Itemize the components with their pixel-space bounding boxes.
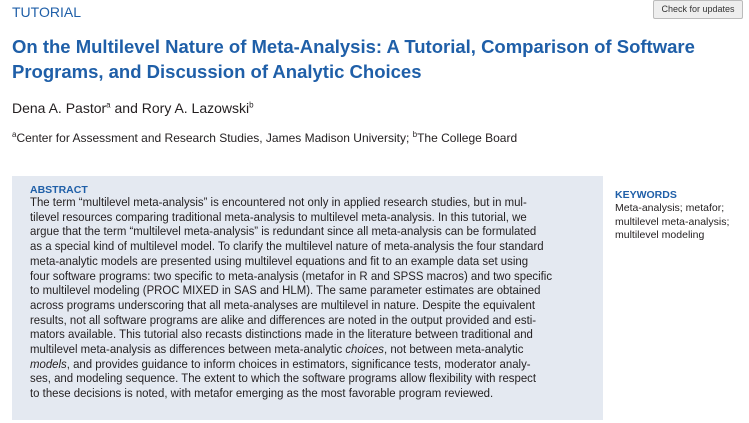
affiliation-mark: a xyxy=(12,130,17,139)
keywords: Meta-analysis; metafor; multilevel meta-a… xyxy=(615,202,729,243)
abstract-line: as a special kind of multilevel model. T… xyxy=(30,239,552,254)
abstract-text-segment: , and provides guidance to inform choice… xyxy=(66,356,531,371)
abstract-text-segment: to multilevel modeling (PROC MIXED in SA… xyxy=(30,283,541,298)
abstract-line: to multilevel modeling (PROC MIXED in SA… xyxy=(30,283,552,298)
affiliation-text: Center for Assessment and Research Studi… xyxy=(16,131,410,145)
abstract-line: results, not all software programs are a… xyxy=(30,313,552,328)
keywords-heading: KEYWORDS xyxy=(615,189,677,201)
abstract-line: models, and provides guidance to inform … xyxy=(30,357,552,372)
abstract-heading: ABSTRACT xyxy=(30,184,88,196)
author-mark: b xyxy=(249,100,254,110)
section-label: TUTORIAL xyxy=(12,4,81,20)
keyword-line: multilevel meta-analysis; xyxy=(615,215,730,228)
author-joiner: and xyxy=(114,100,138,116)
abstract-text-segment: argue that the term “multilevel meta-ana… xyxy=(30,224,537,239)
abstract-text-segment: across programs underscoring that all me… xyxy=(30,297,536,312)
abstract-text-segment: to these decisions is noted, with metafo… xyxy=(30,386,494,401)
title-line: On the Multilevel Nature of Meta-Analysi… xyxy=(12,36,695,57)
abstract-line: to these decisions is noted, with metafo… xyxy=(30,386,552,401)
abstract-text-segment: ses, and modeling sequence. The extent t… xyxy=(30,371,537,386)
abstract-text-segment: multilevel meta-analysis as differences … xyxy=(30,342,346,357)
abstract-line: four software programs: two specific to … xyxy=(30,269,552,284)
abstract-text-segment: meta-analytic models are presented using… xyxy=(30,253,529,268)
abstract-line: mators available. This tutorial also rec… xyxy=(30,327,552,342)
author-mark: a xyxy=(106,100,111,110)
abstract-box xyxy=(12,176,603,420)
author-name: Dena A. Pastor xyxy=(12,100,107,116)
abstract-text-segment: as a special kind of multilevel model. T… xyxy=(30,239,544,254)
abstract-line: tilevel resources comparing traditional … xyxy=(30,210,552,225)
abstract-emphasis: models xyxy=(30,356,67,371)
abstract-text-segment: , not between meta-analytic xyxy=(383,342,524,357)
title: On the Multilevel Nature of Meta-Analysi… xyxy=(12,34,695,84)
abstract-text-segment: tilevel resources comparing traditional … xyxy=(30,209,527,224)
abstract-line: ses, and modeling sequence. The extent t… xyxy=(30,371,552,386)
title-line: Programs, and Discussion of Analytic Cho… xyxy=(12,61,422,82)
abstract-emphasis: choices xyxy=(345,342,384,357)
abstract-text-segment: results, not all software programs are a… xyxy=(30,312,537,327)
authors: Dena A. Pastora and Rory A. Lazowskib xyxy=(12,100,254,116)
author-name: Rory A. Lazowski xyxy=(141,100,250,116)
abstract-text-segment: The term “multilevel meta-analysis” is e… xyxy=(30,195,527,209)
abstract-line: argue that the term “multilevel meta-ana… xyxy=(30,224,552,239)
keyword-line: Meta-analysis; metafor; xyxy=(615,202,725,214)
abstract-line: across programs underscoring that all me… xyxy=(30,298,552,313)
abstract-line: The term “multilevel meta-analysis” is e… xyxy=(30,195,552,210)
check-updates-button[interactable]: Check for updates xyxy=(653,0,743,19)
keyword-line: multilevel modeling xyxy=(615,229,705,241)
abstract-line: meta-analytic models are presented using… xyxy=(30,254,552,269)
affiliation-mark: b xyxy=(412,130,418,139)
affiliation-text: The College Board xyxy=(417,131,518,145)
affiliations: aCenter for Assessment and Research Stud… xyxy=(12,130,517,145)
abstract-text-segment: mators available. This tutorial also rec… xyxy=(30,327,533,342)
abstract-text-segment: four software programs: two specific to … xyxy=(30,268,553,283)
abstract-line: multilevel meta-analysis as differences … xyxy=(30,342,552,357)
abstract-text: The term “multilevel meta-analysis” is e… xyxy=(30,195,552,401)
